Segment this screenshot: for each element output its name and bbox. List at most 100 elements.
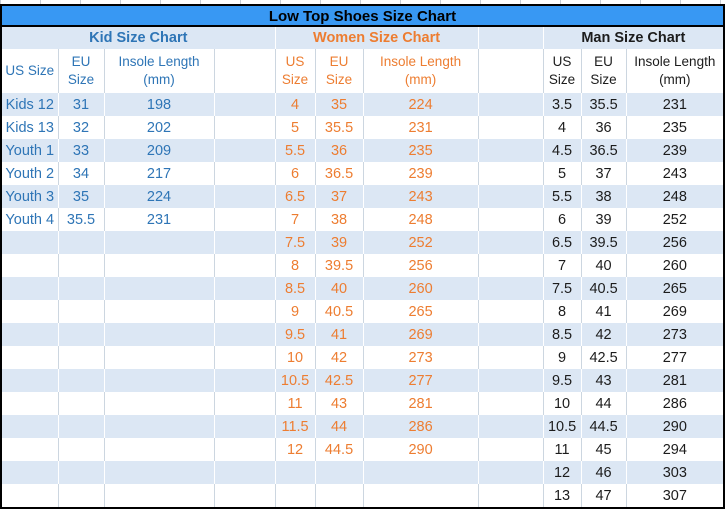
men-cell: 294 <box>626 438 724 461</box>
separator-cell <box>214 369 276 392</box>
women-cell: 281 <box>363 392 479 415</box>
kid-section-header: Kid Size Chart <box>2 27 276 49</box>
separator-cell <box>478 254 544 277</box>
men-cell: 231 <box>626 93 724 116</box>
women-cell: 248 <box>363 208 479 231</box>
men-cell: 256 <box>626 231 724 254</box>
women-cell: 265 <box>363 300 479 323</box>
separator-cell <box>478 208 544 231</box>
women-cell <box>275 461 316 484</box>
kid-cell: 31 <box>58 93 104 116</box>
women-cell: 224 <box>363 93 479 116</box>
man-column-header: EU Size <box>581 49 627 93</box>
men-cell: 40 <box>581 254 627 277</box>
kid-cell: 202 <box>104 116 215 139</box>
separator-cell <box>214 392 276 415</box>
separator-cell <box>214 415 276 438</box>
separator-cell <box>214 484 276 507</box>
women-cell: 10 <box>275 346 316 369</box>
table-row: 11.5 44 286 10.5 44.5 290 <box>2 415 724 438</box>
chart-title: Low Top Shoes Size Chart <box>2 6 723 27</box>
separator-cell <box>478 93 544 116</box>
table-row: Youth 2 34 217 6 36.5 239 5 37 243 <box>2 162 724 185</box>
table-row: 10.5 42.5 277 9.5 43 281 <box>2 369 724 392</box>
table-row: 8 39.5 256 7 40 260 <box>2 254 724 277</box>
section-header-row: Kid Size Chart Women Size Chart Man Size C… <box>2 27 724 49</box>
separator-cell <box>478 139 544 162</box>
women-cell: 6 <box>275 162 316 185</box>
separator-cell <box>214 49 276 93</box>
kid-cell <box>2 392 59 415</box>
separator-cell <box>214 208 276 231</box>
kid-cell <box>58 484 105 507</box>
men-cell: 44.5 <box>581 415 627 438</box>
kid-cell <box>2 438 59 461</box>
women-cell: 42 <box>315 346 364 369</box>
kid-cell <box>2 461 58 484</box>
women-column-header: Insole Length (mm) <box>363 49 479 93</box>
kid-column-header: Insole Length (mm) <box>104 49 215 93</box>
women-cell: 231 <box>363 116 479 139</box>
women-cell: 290 <box>363 438 479 461</box>
men-cell: 4 <box>543 116 582 139</box>
women-cell: 8.5 <box>275 277 316 300</box>
table-row: 12 46 303 <box>2 461 724 484</box>
kid-cell <box>2 346 59 369</box>
separator-cell <box>478 346 544 369</box>
kid-cell: Kids 12 <box>2 93 58 116</box>
separator-cell <box>214 277 276 300</box>
kid-cell <box>58 415 104 438</box>
women-cell: 5 <box>275 116 316 139</box>
women-cell: 39 <box>315 231 364 254</box>
separator-cell <box>478 231 544 254</box>
table-row: 11 43 281 10 44 286 <box>2 392 724 415</box>
men-cell: 243 <box>626 162 724 185</box>
separator-cell <box>478 116 544 139</box>
kid-cell: 224 <box>104 185 214 208</box>
men-cell: 7 <box>543 254 582 277</box>
kid-cell <box>58 300 105 323</box>
men-cell: 290 <box>626 415 724 438</box>
kid-column-header: EU Size <box>58 49 105 93</box>
men-cell: 13 <box>543 484 582 507</box>
women-cell: 40 <box>315 277 364 300</box>
separator-cell <box>214 254 276 277</box>
women-cell <box>275 484 316 507</box>
women-cell <box>363 484 479 507</box>
separator-cell <box>214 231 276 254</box>
men-cell: 6 <box>543 208 582 231</box>
table-row: 10 42 273 9 42.5 277 <box>2 346 724 369</box>
women-cell: 35 <box>315 93 364 116</box>
separator-cell <box>478 392 544 415</box>
women-cell: 39.5 <box>315 254 364 277</box>
women-cell: 235 <box>363 139 479 162</box>
women-cell: 10.5 <box>275 369 316 392</box>
men-cell: 8.5 <box>543 323 582 346</box>
women-cell: 9 <box>275 300 316 323</box>
men-cell: 38 <box>581 185 627 208</box>
separator-cell <box>478 277 544 300</box>
separator-cell <box>478 162 544 185</box>
women-cell: 9.5 <box>275 323 316 346</box>
kid-cell: 209 <box>104 139 214 162</box>
men-cell: 277 <box>626 346 724 369</box>
men-cell: 235 <box>626 116 724 139</box>
kid-cell <box>104 461 214 484</box>
men-cell: 4.5 <box>543 139 582 162</box>
kid-cell <box>58 323 104 346</box>
kid-cell <box>104 231 214 254</box>
kid-cell: 198 <box>104 93 214 116</box>
men-cell: 3.5 <box>543 93 582 116</box>
men-cell: 42 <box>581 323 627 346</box>
size-chart-frame: Low Top Shoes Size Chart Kid Size Chart W… <box>0 4 725 509</box>
kid-cell: Youth 1 <box>2 139 58 162</box>
men-cell: 273 <box>626 323 724 346</box>
kid-cell <box>104 415 214 438</box>
men-cell: 10.5 <box>543 415 582 438</box>
women-cell: 41 <box>315 323 364 346</box>
women-cell: 243 <box>363 185 479 208</box>
women-cell: 273 <box>363 346 479 369</box>
kid-cell <box>2 369 58 392</box>
separator-cell <box>214 93 276 116</box>
table-row: Youth 3 35 224 6.5 37 243 5.5 38 248 <box>2 185 724 208</box>
